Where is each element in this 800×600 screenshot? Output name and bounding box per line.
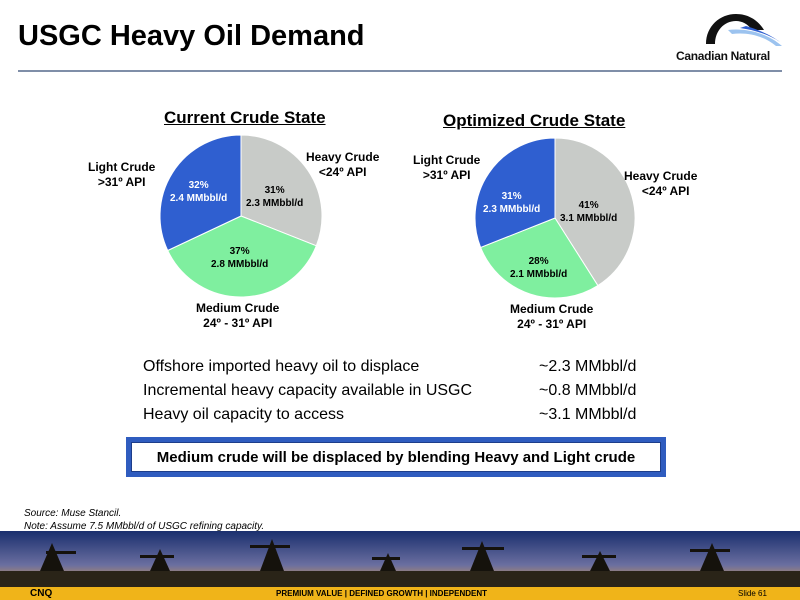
title-divider [18, 70, 782, 72]
footer-tagline: PREMIUM VALUE | DEFINED GROWTH | INDEPEN… [276, 589, 487, 598]
slice-label-optimized-heavy: 41% 3.1 MMbbl/d [560, 200, 618, 224]
chart-title-current: Current Crude State [164, 108, 326, 127]
pie-slice-current-heavy [240, 134, 323, 247]
summary-row: Offshore imported heavy oil to displace … [143, 358, 663, 382]
summary-value: ~3.1 MMbbl/d [539, 406, 637, 423]
summary-label: Heavy oil capacity to access [143, 406, 344, 423]
source-notes: Source: Muse Stancil. Note: Assume 7.5 M… [24, 507, 264, 533]
slice-label-optimized-light: 31% 2.3 MMbbl/d [483, 191, 541, 215]
summary-row: Heavy oil capacity to access ~3.1 MMbbl/… [143, 406, 663, 430]
summary-row: Incremental heavy capacity available in … [143, 382, 663, 406]
footer-ticker: CNQ [30, 588, 53, 599]
callout-box: Medium crude will be displaced by blendi… [126, 437, 666, 477]
summary-value: ~2.3 MMbbl/d [539, 358, 637, 375]
label-optimized-light: Light Crude >31º API [413, 153, 481, 182]
pie-slice-current-medium [167, 215, 317, 298]
source-note: Source: Muse Stancil. [24, 508, 122, 519]
slice-label-current-heavy: 31% 2.3 MMbbl/d [246, 185, 304, 209]
callout-text: Medium crude will be displaced by blendi… [131, 442, 661, 472]
label-optimized-medium: Medium Crude 24º - 31º API [510, 302, 594, 331]
oilfield-banner-image [0, 531, 800, 588]
chart-title-optimized: Optimized Crude State [443, 111, 626, 130]
pie-slice-optimized-medium [479, 217, 599, 299]
slide-number: Slide 61 [738, 589, 767, 598]
assumption-note: Note: Assume 7.5 MMbbl/d of USGC refinin… [24, 521, 265, 532]
summary-label: Incremental heavy capacity available in … [143, 382, 473, 399]
footer-bar [0, 587, 800, 600]
slice-label-current-light: 32% 2.4 MMbbl/d [170, 180, 228, 204]
pie-slice-optimized-light [474, 137, 556, 249]
logo-wordmark: Canadian Natural [676, 49, 770, 63]
page-title: USGC Heavy Oil Demand [18, 20, 365, 52]
canadian-natural-logo-icon [706, 14, 782, 46]
slice-label-optimized-medium: 28% 2.1 MMbbl/d [510, 256, 568, 280]
summary-table: Offshore imported heavy oil to displace … [143, 358, 663, 430]
label-optimized-heavy: Heavy Crude <24º API [624, 169, 698, 198]
label-current-heavy: Heavy Crude <24º API [306, 150, 380, 179]
slice-label-current-medium: 37% 2.8 MMbbl/d [211, 246, 269, 270]
label-current-light: Light Crude >31º API [88, 160, 156, 189]
summary-value: ~0.8 MMbbl/d [539, 382, 637, 399]
summary-label: Offshore imported heavy oil to displace [143, 358, 420, 375]
pie-slice-current-light [159, 134, 242, 252]
label-current-medium: Medium Crude 24º - 31º API [196, 301, 280, 330]
